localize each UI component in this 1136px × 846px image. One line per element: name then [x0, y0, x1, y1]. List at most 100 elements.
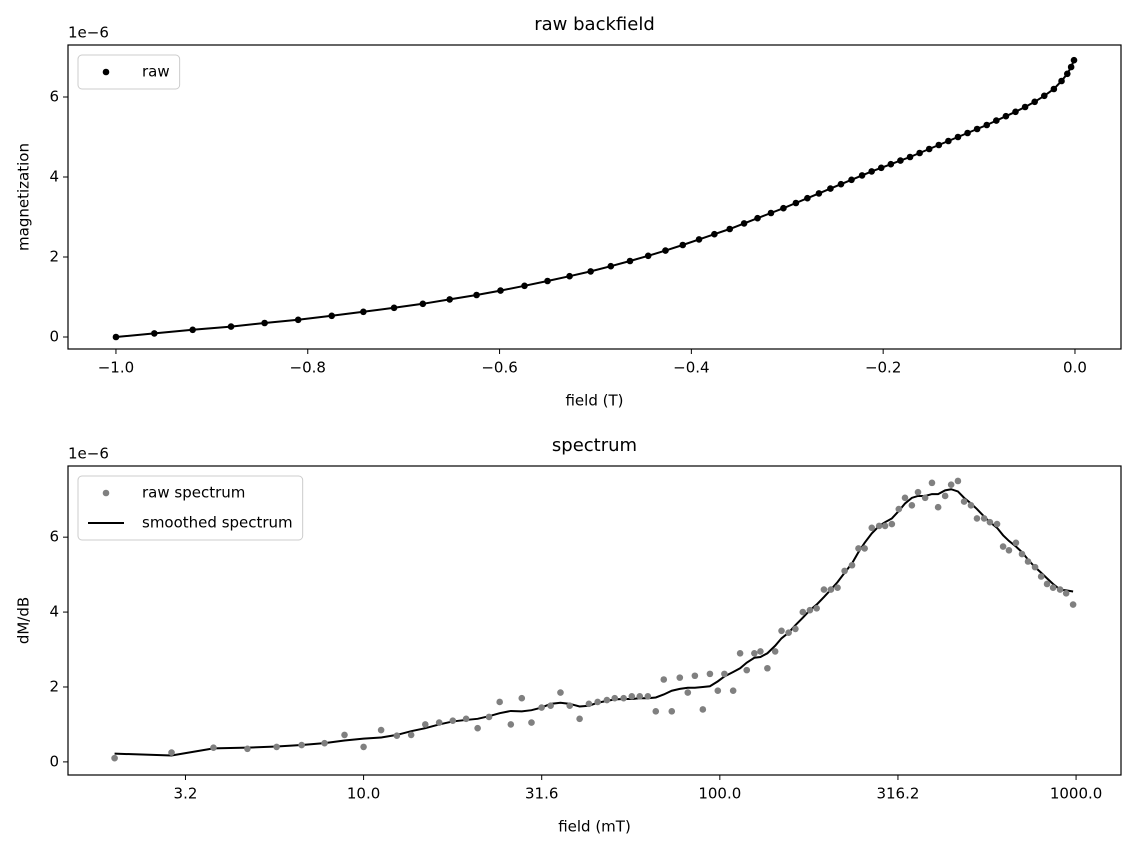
data-point: [868, 168, 875, 175]
data-point: [980, 515, 988, 522]
data-point: [660, 676, 668, 683]
data-point: [757, 648, 764, 655]
data-point: [668, 708, 676, 715]
legend-frame: [77, 54, 181, 90]
data-point: [881, 522, 889, 530]
data-point: [507, 721, 515, 728]
data-point: [644, 693, 652, 700]
data-point: [954, 133, 962, 141]
data-point: [935, 141, 943, 149]
x-tick-label: −0.2: [865, 359, 901, 377]
data-point: [576, 715, 583, 723]
data-point: [1037, 573, 1045, 580]
data-point: [706, 670, 714, 678]
data-point: [321, 739, 328, 747]
x-tick-label: −0.4: [673, 359, 709, 377]
data-point: [390, 304, 398, 312]
data-point: [684, 689, 692, 696]
data-point: [419, 300, 427, 308]
data-point: [973, 125, 981, 133]
y-tick-label: 4: [49, 603, 59, 621]
data-point: [785, 629, 792, 636]
data-point: [721, 670, 728, 678]
x-tick-label: 10.0: [347, 785, 380, 803]
data-point: [792, 625, 799, 633]
data-point: [897, 157, 904, 164]
x-axis-label: field (mT): [558, 818, 631, 836]
data-point: [834, 584, 841, 592]
data-point: [868, 524, 876, 532]
data-point: [1005, 546, 1013, 554]
data-point: [1067, 63, 1075, 71]
data-point: [1043, 580, 1051, 588]
data-point: [993, 520, 1001, 528]
data-point: [993, 117, 1000, 124]
data-point: [1031, 98, 1038, 106]
data-point: [999, 543, 1007, 550]
y-axis-label: dM/dB: [15, 597, 33, 644]
y-tick-label: 0: [49, 752, 59, 770]
x-tick-label: −0.8: [290, 359, 326, 377]
x-tick-label: −0.6: [481, 359, 517, 377]
data-point: [983, 121, 991, 129]
data-point: [726, 225, 734, 233]
x-tick-label: 31.6: [525, 785, 558, 803]
data-point: [887, 160, 895, 168]
data-point: [244, 745, 251, 753]
data-point: [941, 492, 949, 500]
data-point: [393, 732, 401, 739]
y-tick-label: 6: [49, 88, 59, 106]
data-point: [298, 741, 305, 749]
axes-frame: [67, 465, 1122, 776]
data-point: [1012, 539, 1020, 547]
axes: raw backfield field (T) magnetization 1e−6 −…: [15, 14, 1122, 410]
data-point: [528, 719, 535, 726]
data-point: [827, 185, 834, 192]
data-point: [1024, 558, 1032, 565]
data-point: [474, 724, 481, 732]
data-point: [806, 606, 814, 614]
data-point: [587, 268, 594, 275]
data-point: [804, 194, 811, 202]
data-point: [566, 272, 573, 280]
data-point: [780, 204, 787, 212]
data-point: [967, 502, 975, 509]
legend-marker: [102, 489, 110, 497]
data-point: [799, 608, 807, 616]
data-point: [888, 520, 896, 528]
y-tick-label: 0: [49, 328, 59, 346]
data-point: [740, 220, 748, 227]
data-point: [906, 153, 914, 161]
data-point: [210, 744, 217, 751]
data-point: [566, 702, 574, 710]
data-point: [547, 702, 554, 710]
legend-marker: [102, 68, 110, 76]
y-tick-label: 4: [49, 168, 59, 186]
data-point: [729, 687, 737, 695]
data-point: [518, 694, 526, 702]
data-point: [827, 586, 835, 593]
data-point: [111, 754, 118, 762]
data-point: [676, 674, 684, 681]
data-point: [261, 319, 268, 327]
data-point: [1056, 586, 1064, 593]
data-point: [877, 164, 885, 172]
x-axis-label: field (T): [565, 392, 623, 410]
data-point: [544, 277, 551, 285]
data-point: [736, 649, 744, 657]
data-point: [1070, 56, 1078, 64]
x-tick-label: 316.2: [876, 785, 919, 803]
axes: spectrum field (mT) dM/dB 1e−6 3.2 10.0 31.6 10…: [15, 435, 1122, 836]
data-point: [699, 706, 707, 713]
data-point: [751, 649, 758, 657]
legend-frame: [77, 475, 304, 541]
data-point: [462, 715, 470, 723]
series-line: [115, 59, 1075, 338]
data-point: [496, 698, 503, 706]
data-point: [767, 209, 775, 217]
data-point: [714, 687, 722, 695]
data-point: [521, 282, 528, 290]
legend-label: raw spectrum: [142, 484, 245, 502]
data-point: [628, 693, 636, 700]
